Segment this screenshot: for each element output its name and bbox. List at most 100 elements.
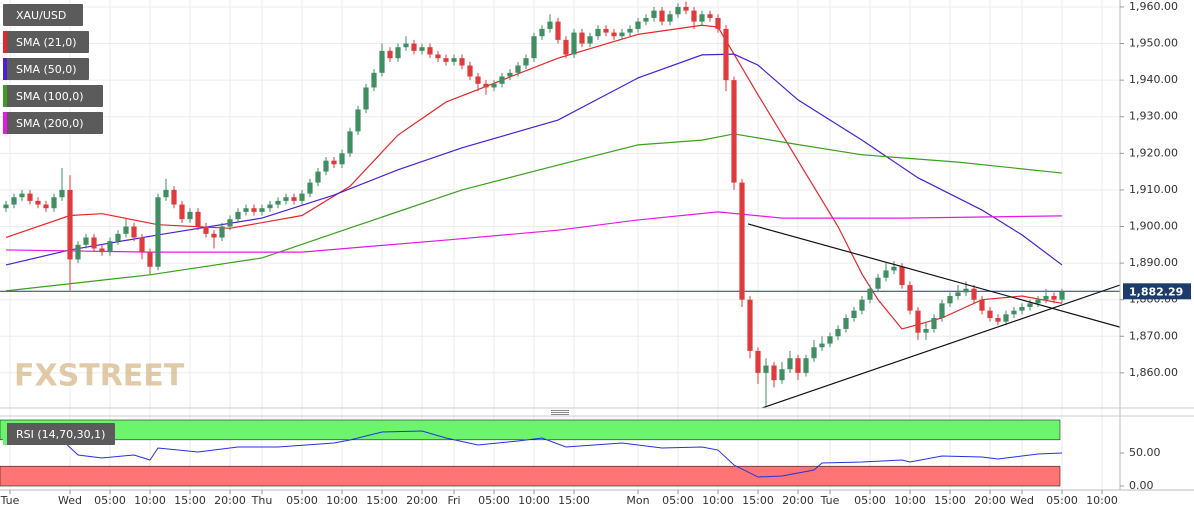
candle-body [883, 270, 889, 278]
candle-body [571, 32, 577, 55]
candle-body [859, 299, 865, 311]
candle-body [1059, 291, 1065, 300]
candle-body [163, 189, 169, 198]
candle-body [651, 10, 657, 18]
x-tick-label: 10:00 [134, 494, 166, 507]
candle-body [1027, 303, 1033, 308]
x-tick-label: 15:00 [174, 494, 206, 507]
candle-body [763, 365, 769, 373]
x-tick-label: 20:00 [782, 494, 814, 507]
candle-body [835, 328, 841, 337]
candle-body [379, 50, 385, 73]
candle-body [771, 365, 777, 381]
legend-box[interactable] [3, 85, 103, 107]
candle-body [339, 153, 345, 165]
x-tick-label: 15:00 [934, 494, 966, 507]
candle-body [411, 43, 417, 51]
candle-body [955, 292, 961, 297]
candle-body [795, 358, 801, 373]
rsi-line [5, 430, 1063, 478]
x-tick-label: 20:00 [214, 494, 246, 507]
candle-body [435, 54, 441, 59]
candle-body [235, 211, 241, 220]
resize-grip[interactable] [551, 410, 569, 415]
candle-body [283, 197, 289, 201]
candle-body [1003, 314, 1009, 322]
candle-body [171, 189, 177, 205]
candle-body [83, 237, 89, 245]
x-tick-label: Mon [626, 494, 649, 507]
legend-box[interactable] [3, 31, 89, 53]
candle-body [115, 233, 121, 242]
candle-body [667, 14, 673, 22]
legend: XAU/USD SMA (21,0) SMA (50,0) SMA (100,0) SM… [3, 4, 115, 445]
legend-swatch [3, 85, 7, 107]
candle-body [347, 131, 353, 154]
candle-body [67, 189, 73, 260]
candle-body [755, 350, 761, 373]
candle-body [947, 296, 953, 304]
candle-body [355, 109, 361, 132]
candle-body [907, 285, 913, 311]
candle-body [699, 14, 705, 22]
legend-box[interactable] [3, 112, 103, 134]
candle-body [531, 36, 537, 59]
x-tick-label: Tue [0, 494, 20, 507]
last-price-box [1123, 283, 1191, 300]
candle-body [179, 204, 185, 220]
legend-label: XAU/USD [16, 9, 66, 22]
candle-body [643, 17, 649, 22]
candle-body [267, 204, 273, 209]
candle-body [931, 317, 937, 329]
candle-body [43, 204, 49, 209]
x-tick-label: 10:00 [894, 494, 926, 507]
candle-body [203, 226, 209, 234]
candle-body [939, 303, 945, 318]
candle-body [731, 80, 737, 183]
candle-body [707, 14, 713, 18]
candle-body [819, 343, 825, 348]
candle-body [995, 317, 1001, 322]
candle-body [307, 182, 313, 194]
candle-body [123, 226, 129, 234]
x-tick-label: Thu [251, 494, 273, 507]
candle-body [827, 336, 833, 344]
candle-body [515, 65, 521, 73]
rsi-plot [0, 419, 1063, 487]
candle-body [91, 237, 97, 249]
candle-body [723, 28, 729, 81]
candle-body [851, 310, 857, 318]
y-tick-label: 1,960.00 [1129, 0, 1178, 13]
x-tick-label: 15:00 [558, 494, 590, 507]
y-tick-label: 1,900.00 [1129, 220, 1178, 233]
candle-body [155, 197, 161, 267]
candle-body [803, 358, 809, 373]
candle-body [915, 310, 921, 333]
trend-line [761, 284, 1120, 408]
candle-body [659, 10, 665, 22]
price-plot [0, 1, 1120, 408]
legend-box[interactable] [3, 423, 115, 445]
candle-body [363, 87, 369, 110]
legend-box[interactable] [3, 4, 83, 26]
candle-body [1019, 307, 1025, 311]
x-tick-label: 05:00 [854, 494, 886, 507]
legend-box[interactable] [3, 58, 89, 80]
candle-body [499, 76, 505, 84]
candle-body [219, 226, 225, 238]
candle-body [547, 21, 553, 29]
x-tick-label: 05:00 [1046, 494, 1078, 507]
candle-body [11, 197, 17, 205]
candle-body [99, 248, 105, 253]
candle-body [875, 277, 881, 289]
candle-body [323, 160, 329, 172]
x-tick-label: 10:00 [326, 494, 358, 507]
rsi-line-group [5, 430, 1063, 478]
candle-body [1035, 299, 1041, 304]
sma-line [5, 133, 1063, 292]
candle-body [299, 193, 305, 201]
candle-body [1051, 296, 1057, 300]
candle-body [619, 32, 625, 37]
